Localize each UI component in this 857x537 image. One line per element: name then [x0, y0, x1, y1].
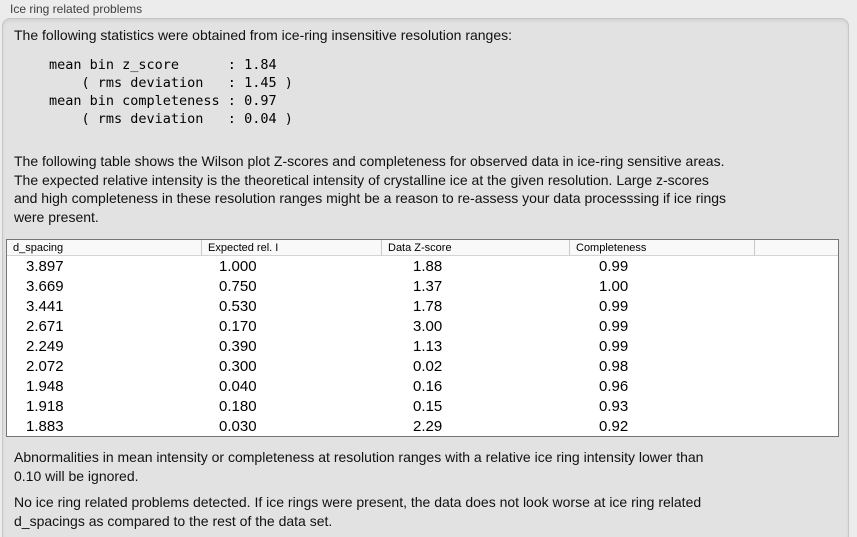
cell-expected-rel-i: 0.030	[219, 417, 257, 435]
stats-intro-text: The following statistics were obtained f…	[14, 27, 513, 43]
column-header-d-spacing[interactable]: d_spacing	[7, 240, 202, 255]
table-row[interactable]: 2.072 0.300 0.02 0.98	[7, 356, 838, 376]
cell-d-spacing: 2.072	[26, 357, 64, 375]
cell-completeness: 0.98	[599, 357, 629, 375]
column-header-expected-rel-i[interactable]: Expected rel. I	[202, 240, 382, 255]
cell-expected-rel-i: 0.180	[219, 397, 257, 415]
table-row[interactable]: 2.249 0.390 1.13 0.99	[7, 336, 838, 356]
cell-completeness: 0.96	[599, 377, 629, 395]
table-row[interactable]: 1.948 0.040 0.16 0.96	[7, 376, 838, 396]
cell-data-z-score: 3.00	[413, 317, 443, 335]
cell-expected-rel-i: 1.000	[219, 257, 257, 275]
cell-expected-rel-i: 0.750	[219, 277, 257, 295]
stats-block: mean bin z_score : 1.84 ( rms deviation …	[49, 57, 293, 127]
cell-data-z-score: 0.15	[413, 397, 443, 415]
cell-completeness: 0.93	[599, 397, 629, 415]
groupbox-title: Ice ring related problems	[10, 2, 143, 16]
cell-completeness: 1.00	[599, 277, 629, 295]
table-row[interactable]: 1.883 0.030 2.29 0.92	[7, 416, 838, 436]
table-row[interactable]: 1.918 0.180 0.15 0.93	[7, 396, 838, 416]
cell-expected-rel-i: 0.170	[219, 317, 257, 335]
table-row[interactable]: 3.897 1.000 1.88 0.99	[7, 256, 838, 276]
cell-data-z-score: 2.29	[413, 417, 443, 435]
cell-d-spacing: 3.897	[26, 257, 64, 275]
table-row[interactable]: 3.441 0.530 1.78 0.99	[7, 296, 838, 316]
cell-d-spacing: 1.948	[26, 377, 64, 395]
cell-expected-rel-i: 0.530	[219, 297, 257, 315]
cell-data-z-score: 1.88	[413, 257, 443, 275]
cell-completeness: 0.99	[599, 257, 629, 275]
cell-d-spacing: 2.249	[26, 337, 64, 355]
cell-completeness: 0.92	[599, 417, 629, 435]
table-header-row: d_spacing Expected rel. I Data Z-score C…	[7, 240, 838, 256]
cell-expected-rel-i: 0.390	[219, 337, 257, 355]
cell-d-spacing: 1.918	[26, 397, 64, 415]
cell-d-spacing: 1.883	[26, 417, 64, 435]
cell-d-spacing: 3.669	[26, 277, 64, 295]
cell-data-z-score: 1.78	[413, 297, 443, 315]
table-description-text: The following table shows the Wilson plo…	[14, 153, 727, 225]
cell-completeness: 0.99	[599, 297, 629, 315]
cell-expected-rel-i: 0.300	[219, 357, 257, 375]
column-header-data-z-score[interactable]: Data Z-score	[382, 240, 570, 255]
cell-completeness: 0.99	[599, 317, 629, 335]
cell-data-z-score: 0.02	[413, 357, 443, 375]
cell-completeness: 0.99	[599, 337, 629, 355]
column-header-completeness[interactable]: Completeness	[570, 240, 755, 255]
conclusion-text: No ice ring related problems detected. I…	[14, 494, 702, 529]
table-body: 3.897 1.000 1.88 0.99 3.669 0.750 1.37 1…	[7, 256, 838, 436]
ice-ring-panel: The following statistics were obtained f…	[2, 18, 849, 537]
cell-data-z-score: 1.13	[413, 337, 443, 355]
ice-ring-table: d_spacing Expected rel. I Data Z-score C…	[6, 239, 839, 437]
cell-data-z-score: 1.37	[413, 277, 443, 295]
ignore-threshold-note: Abnormalities in mean intensity or compl…	[14, 449, 704, 484]
cell-d-spacing: 2.671	[26, 317, 64, 335]
cell-expected-rel-i: 0.040	[219, 377, 257, 395]
column-header-filler	[755, 240, 838, 255]
table-row[interactable]: 2.671 0.170 3.00 0.99	[7, 316, 838, 336]
table-row[interactable]: 3.669 0.750 1.37 1.00	[7, 276, 838, 296]
cell-data-z-score: 0.16	[413, 377, 443, 395]
cell-d-spacing: 3.441	[26, 297, 64, 315]
